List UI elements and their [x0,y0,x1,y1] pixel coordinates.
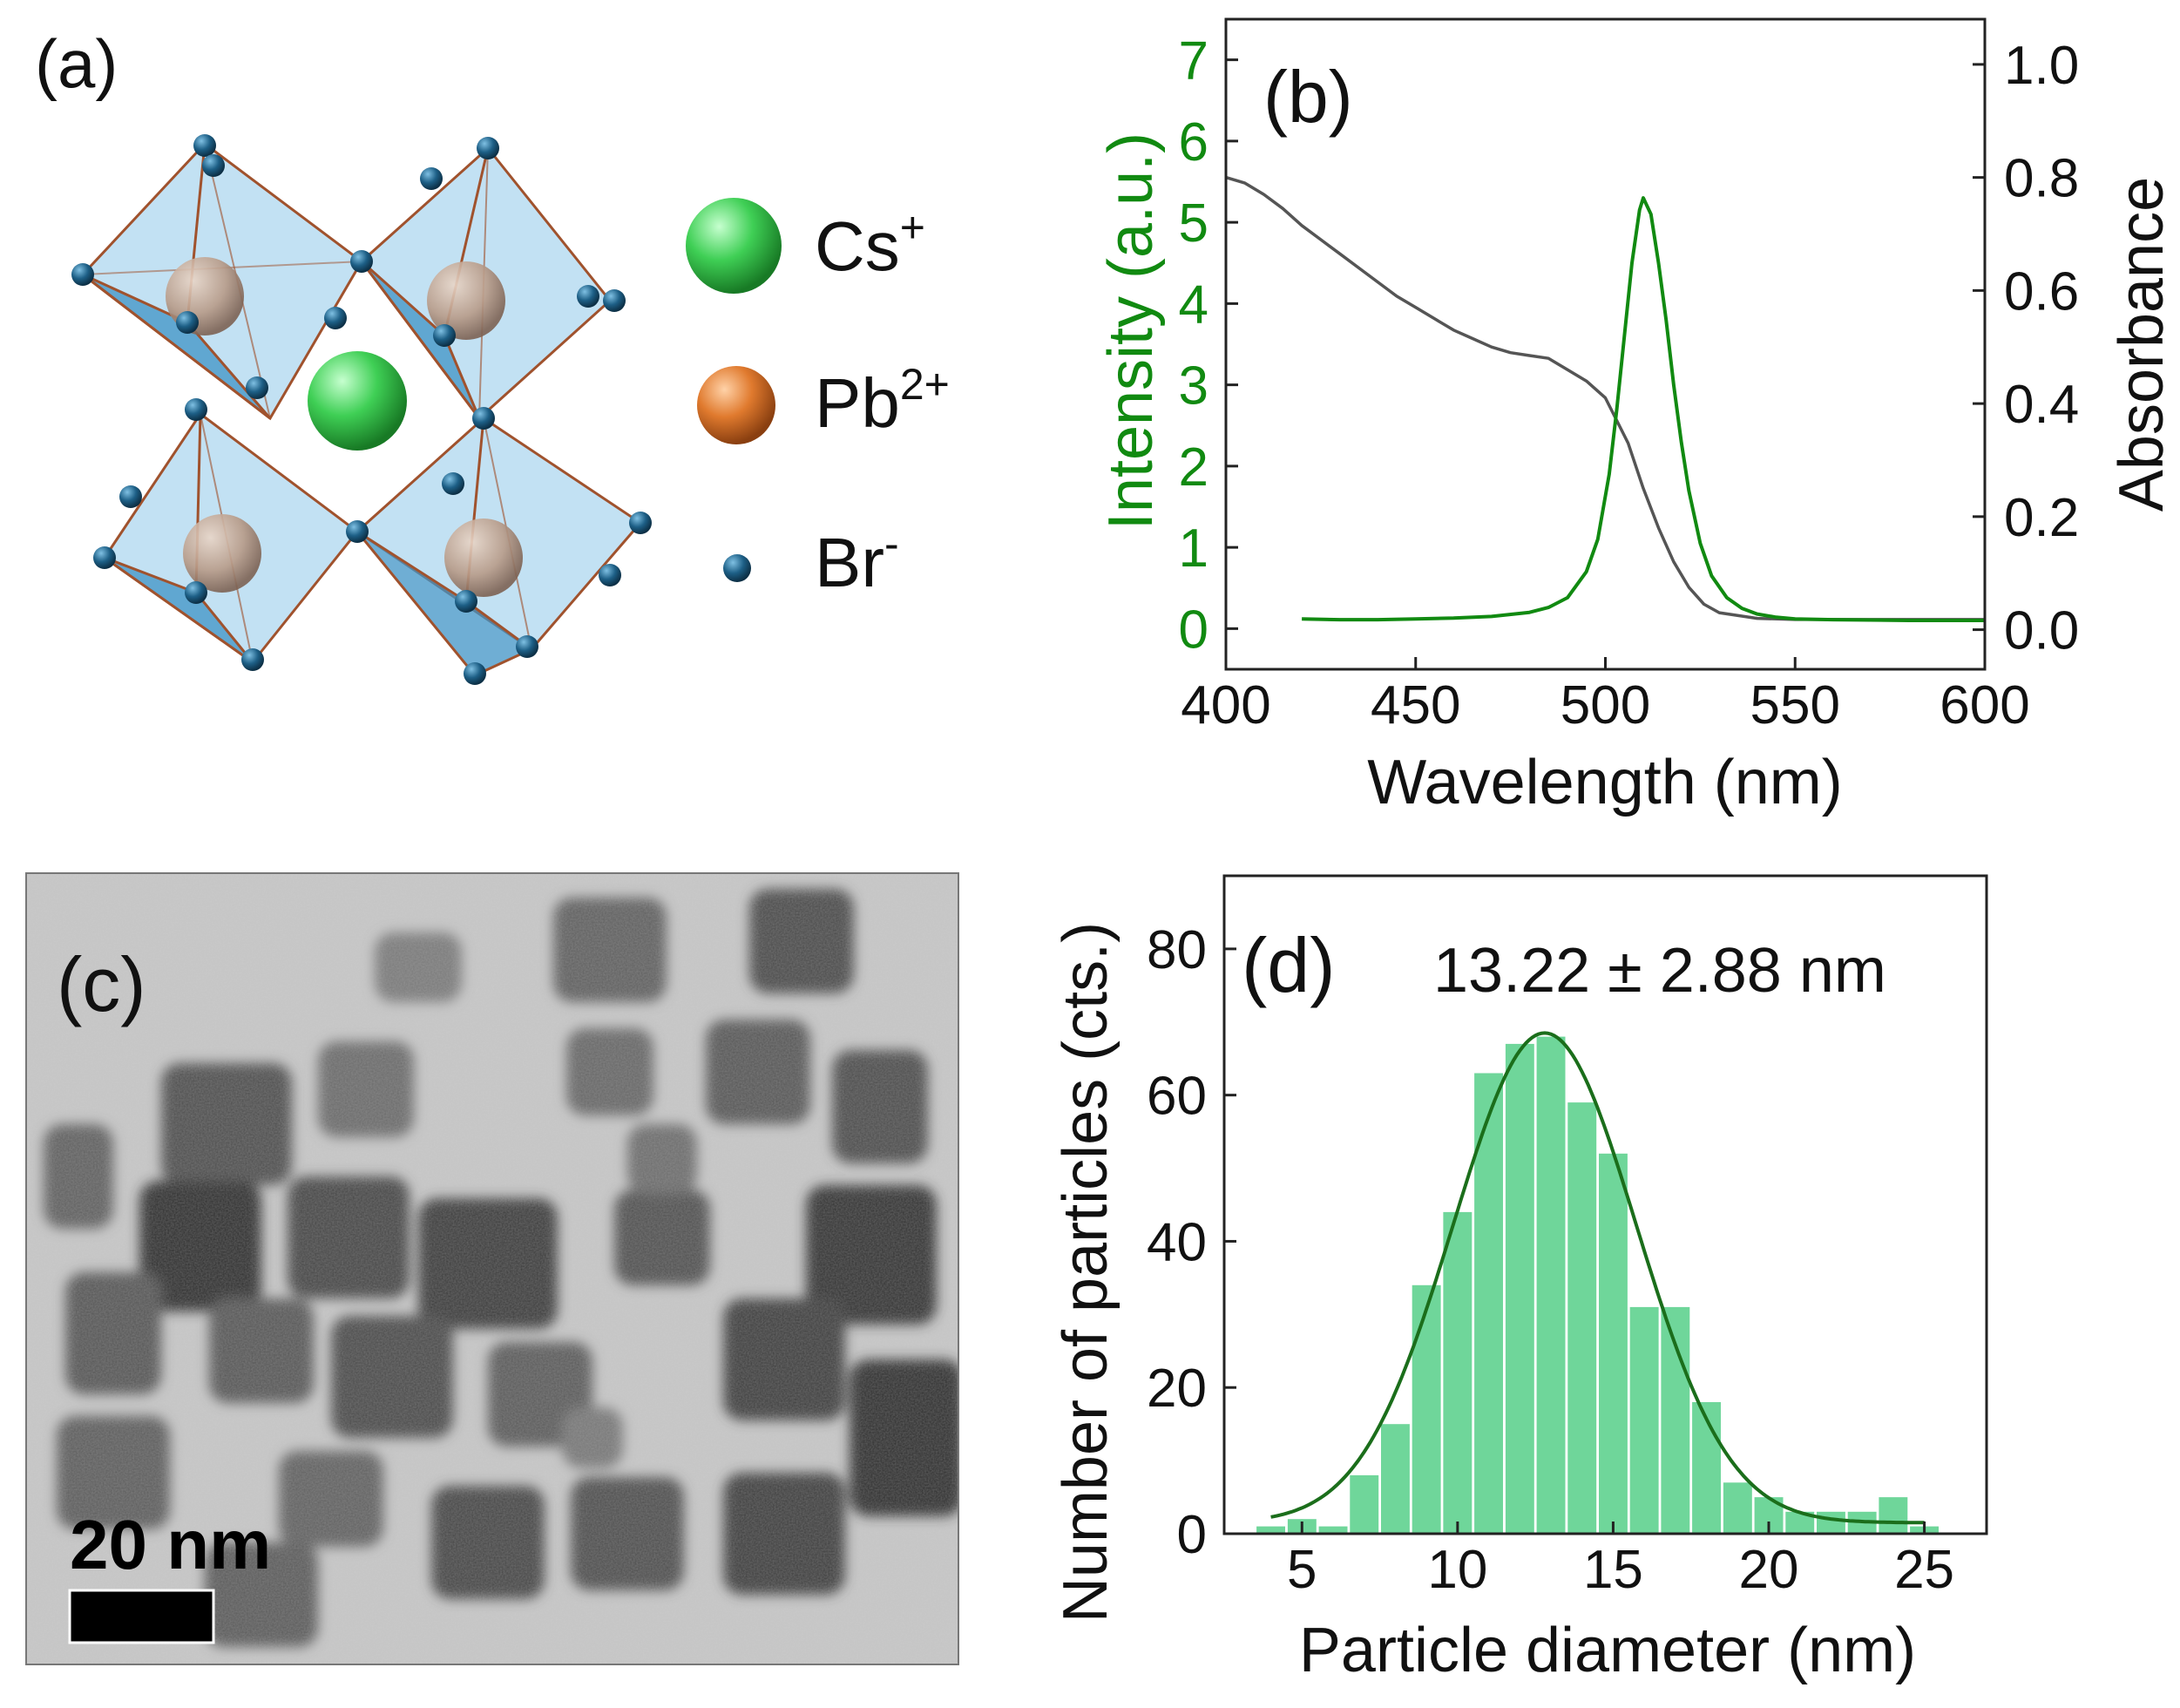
x-tick-label: 400 [1181,675,1270,735]
tem-micrograph [26,873,958,1664]
x-tick-label: 500 [1561,675,1650,735]
panel-c-label: (c) [57,941,146,1027]
right-y-tick-label: 0.4 [2004,375,2079,435]
octahedron-top-right [359,146,613,421]
histogram-bar [1817,1511,1845,1534]
histogram-bar [1629,1306,1659,1534]
left-y-tick-label: 1 [1179,518,1208,579]
absorbance-line [1226,175,1985,621]
left-y-tick-label: 3 [1179,356,1208,417]
histogram-bar [1381,1424,1410,1534]
histogram-bar [1879,1497,1908,1534]
left-y-tick-label: 0 [1179,600,1208,660]
panel-b-x-axis-title: Wavelength (nm) [1367,748,1843,817]
histogram-bar [1474,1073,1503,1534]
panel-d-y-axis: 0 20 40 60 80 [1147,920,1236,1565]
panel-b-x-axis: 400 450 500 550 600 [1181,657,2030,735]
right-y-tick-label: 1.0 [2004,36,2079,96]
pl-intensity-line [1302,196,1985,622]
left-y-tick-label: 6 [1179,112,1208,173]
right-y-tick-label: 0.8 [2004,149,2079,209]
lead-ion [183,514,261,593]
histogram-bar [1536,1036,1566,1534]
bromide-legend-label: Br- [815,519,899,601]
histogram-bar [1318,1526,1348,1534]
y-tick-label: 40 [1147,1212,1207,1272]
x-tick-label: 5 [1287,1540,1317,1600]
left-y-tick-label: 4 [1179,274,1208,335]
panel-b-right-axis: 0.0 0.2 0.4 0.6 0.8 1.0 [1973,36,2079,661]
y-tick-label: 0 [1177,1505,1207,1565]
panel-b-left-axis: 0 1 2 3 4 5 6 7 [1179,31,1238,660]
histogram-bar [1692,1402,1721,1534]
panel-d-plot-frame [1222,874,1988,1535]
histogram-bar [1350,1474,1379,1534]
gaussian-fit-line [1270,1031,1925,1525]
lead-legend-label: Pb2+ [815,360,950,442]
x-tick-label: 450 [1371,675,1460,735]
ion-legend: Cs+ Pb2+ Br- [686,198,950,601]
panel-c: (c) 20 nm [25,872,959,1665]
panel-d-x-axis: 5 10 15 20 25 [1287,1522,1954,1600]
right-y-tick-label: 0.0 [2004,601,2079,661]
panel-b-left-axis-title: Intensity (a.u.) [1096,132,1166,530]
histogram-bar [1723,1482,1752,1534]
x-tick-label: 600 [1940,675,2029,735]
tem-frame [25,872,959,1665]
lead-ion [444,518,523,597]
x-tick-label: 25 [1894,1540,1954,1600]
cesium-legend-sphere [686,198,782,294]
histogram-bar [1256,1526,1285,1534]
histogram-bar [1567,1102,1597,1534]
lead-ion [427,261,505,340]
x-tick-label: 10 [1427,1540,1487,1600]
y-tick-label: 60 [1147,1067,1207,1127]
octahedron-bottom-left [102,411,360,665]
left-y-tick-label: 2 [1179,437,1208,498]
crystal-structure-illustration [71,134,652,685]
right-y-tick-label: 0.2 [2004,488,2079,548]
left-y-tick-label: 7 [1179,31,1208,92]
cesium-legend-label: Cs+ [815,203,925,285]
panel-d-y-axis-title: Number of particles (cts.) [1051,922,1120,1623]
right-y-tick-label: 0.6 [2004,261,2079,322]
scale-bar [68,1589,215,1644]
x-tick-label: 20 [1739,1540,1799,1600]
panel-d-mean-annotation: 13.22 ± 2.88 nm [1433,936,1886,1006]
panel-b: 400 450 500 550 600 0 1 2 3 4 5 6 7 0.0 0.2 0.4 0.6 0.8… [1096,17,2177,817]
bromide-ions [71,134,652,685]
scale-bar-label: 20 nm [70,1506,271,1583]
histogram-bar [1443,1211,1473,1534]
panel-b-right-axis-title: Absorbance [2107,177,2177,512]
histogram-bar [1599,1153,1628,1534]
y-tick-label: 20 [1147,1359,1207,1419]
panel-a: (a) [35,25,950,685]
histogram-bar [1412,1284,1441,1534]
panel-b-label: (b) [1263,56,1353,138]
panel-a-label: (a) [35,25,118,102]
lead-legend-sphere [697,366,775,444]
cesium-ion [308,351,407,451]
panel-d-label: (d) [1242,922,1336,1008]
x-tick-label: 15 [1583,1540,1643,1600]
bromide-legend-sphere [723,554,751,582]
x-tick-label: 550 [1750,675,1840,735]
octahedron-bottom-right [355,417,643,677]
panel-d-x-axis-title: Particle diameter (nm) [1299,1616,1916,1685]
y-tick-label: 80 [1147,920,1207,980]
histogram-bar [1505,1043,1534,1534]
left-y-tick-label: 5 [1179,193,1208,254]
